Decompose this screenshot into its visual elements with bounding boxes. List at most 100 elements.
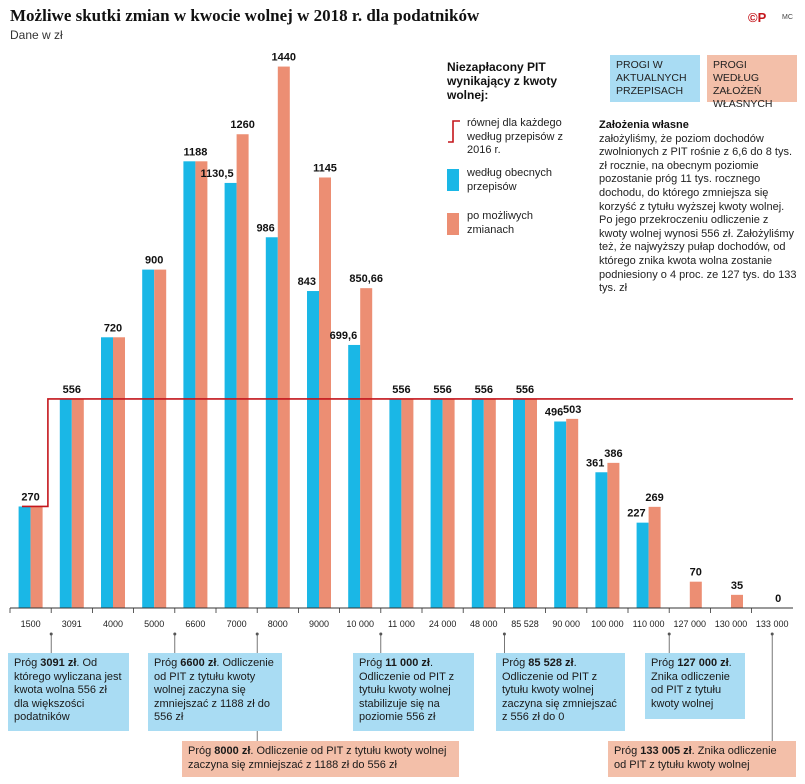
note-133005: Próg 133 005 zł. Znika odliczenie od PIT… xyxy=(608,741,796,777)
bar-blue-4 xyxy=(183,161,196,608)
data-label-salmon-17: 35 xyxy=(731,580,743,592)
note-pointer-dot-4 xyxy=(502,632,506,636)
bar-blue-6 xyxy=(265,237,278,608)
data-label-blue-15: 227 xyxy=(627,508,645,520)
note-11000: Próg 11 000 zł. Odliczenie od PIT z tytu… xyxy=(353,653,474,731)
data-label-salmon-7: 1145 xyxy=(313,162,337,174)
legend-salmon-label: po możliwych zmianach xyxy=(467,210,534,236)
data-labels-group: 270 556 720 900 1188 1130,5 1260 986 1440 843 1145… xyxy=(21,52,781,605)
credit-label: MC xyxy=(782,14,793,21)
assumptions-text: założyliśmy, że poziom dochodów zwolnion… xyxy=(599,132,797,295)
x-tick-label-7: 9000 xyxy=(309,619,329,629)
data-label-4: 1188 xyxy=(183,146,207,158)
own-thresholds-box: PROGI WEDŁUG ZAŁOŻEŃ WŁASNYCH xyxy=(707,55,797,110)
bar-blue-9 xyxy=(389,398,402,608)
x-tick-label-12: 85 528 xyxy=(511,619,539,629)
legend-line-swatch xyxy=(448,120,460,143)
bar-salmon-2 xyxy=(113,337,125,608)
data-label-blue-8: 699,6 xyxy=(330,330,358,342)
bar-salmon-12 xyxy=(525,398,537,608)
data-label-0: 270 xyxy=(21,491,39,503)
x-tick-label-5: 7000 xyxy=(227,619,247,629)
x-tick-label-2: 4000 xyxy=(103,619,123,629)
x-tick-label-11: 48 000 xyxy=(470,619,498,629)
x-tick-label-14: 100 000 xyxy=(591,619,624,629)
bar-blue-10 xyxy=(430,398,443,608)
chart-subtitle: Dane w zł xyxy=(10,28,63,42)
x-tick-label-0: 1500 xyxy=(21,619,41,629)
x-tick-label-16: 127 000 xyxy=(674,619,707,629)
bar-salmon-4 xyxy=(195,161,208,608)
reference-step-line xyxy=(22,398,793,508)
data-label-salmon-5: 1260 xyxy=(230,119,254,131)
x-tick-label-17: 130 000 xyxy=(715,619,748,629)
bar-salmon-16 xyxy=(689,581,702,608)
data-label-blue-13: 496 xyxy=(545,407,563,419)
x-tick-label-8: 10 000 xyxy=(346,619,374,629)
bar-salmon-1 xyxy=(71,398,84,608)
bar-blue-2 xyxy=(101,337,113,608)
bar-salmon-5 xyxy=(236,134,249,609)
bar-blue-12 xyxy=(513,398,525,608)
data-label-blue-6: 986 xyxy=(256,222,274,234)
x-tick-label-1: 3091 xyxy=(62,619,82,629)
note-6600: Próg 6600 zł. Odliczenie od PIT z tytułu… xyxy=(148,653,282,731)
bar-blue-8 xyxy=(348,344,361,608)
x-tick-label-13: 90 000 xyxy=(552,619,580,629)
note-pointer-dot-6 xyxy=(770,632,774,636)
x-tick-label-9: 11 000 xyxy=(388,619,415,629)
data-label-salmon-16: 70 xyxy=(690,567,702,579)
bar-blue-3 xyxy=(142,269,155,608)
x-ticks-group: 1500 3091 4000 5000 6600 7000 8000 9000 10 000 11… xyxy=(9,608,789,629)
bar-blue-0 xyxy=(18,506,31,608)
data-label-blue-14: 361 xyxy=(586,457,604,469)
bar-blue-5 xyxy=(224,182,237,608)
assumptions-block: Założenia własne założyliśmy, że poziom … xyxy=(599,119,799,296)
note-pointer-dot-2 xyxy=(255,632,259,636)
bar-blue-7 xyxy=(307,291,319,608)
data-label-salmon-14: 386 xyxy=(604,448,622,460)
bar-salmon-15 xyxy=(648,506,661,608)
data-label-1: 556 xyxy=(63,384,81,396)
data-label-salmon-18: 0 xyxy=(775,593,781,605)
bar-salmon-14 xyxy=(607,462,620,608)
data-label-10: 556 xyxy=(433,384,451,396)
data-label-2: 720 xyxy=(104,322,122,334)
note-pointer-dot-3 xyxy=(379,632,383,636)
legend-blue-label: według obecnych przepisów xyxy=(467,167,553,193)
bar-blue-15 xyxy=(636,522,649,608)
data-label-salmon-13: 503 xyxy=(563,404,581,416)
x-tick-label-18: 133 000 xyxy=(756,619,789,629)
bar-salmon-13 xyxy=(566,418,579,608)
note-8000: Próg 8000 zł. Odliczenie od PIT z tytułu… xyxy=(182,741,459,777)
note-pointer-dot-0 xyxy=(49,632,53,636)
legend-line-label: równej dla każdego według przepisów z 20… xyxy=(467,117,563,156)
bar-salmon-7 xyxy=(319,177,331,609)
note-pointer-dot-5 xyxy=(667,632,671,636)
bar-blue-13 xyxy=(554,421,567,608)
bar-blue-14 xyxy=(595,472,608,608)
bar-salmon-6 xyxy=(277,66,290,608)
bars-group xyxy=(18,66,743,609)
note-pointers-group xyxy=(49,632,774,741)
data-label-9: 556 xyxy=(392,384,410,396)
note-pointer-dot-1 xyxy=(173,632,177,636)
chart-title: Możliwe skutki zmian w kwocie wolnej w 2… xyxy=(10,6,480,25)
legend-blue-swatch xyxy=(447,169,459,191)
data-label-blue-5: 1130,5 xyxy=(201,168,234,180)
legend-title: Niezapłacony PIT wynikający z kwoty woln… xyxy=(447,60,558,102)
publisher-logo: ©P xyxy=(748,10,767,25)
bar-blue-1 xyxy=(59,398,72,608)
bar-blue-11 xyxy=(471,398,484,608)
note-3091: Próg 3091 zł. Od którego wyliczana jest … xyxy=(8,653,129,731)
data-label-11: 556 xyxy=(475,384,493,396)
data-label-3: 900 xyxy=(145,255,163,267)
x-tick-label-6: 8000 xyxy=(268,619,288,629)
x-tick-label-15: 110 000 xyxy=(633,619,665,629)
bar-salmon-9 xyxy=(401,398,414,608)
data-label-salmon-15: 269 xyxy=(645,492,663,504)
data-label-salmon-8: 850,66 xyxy=(349,273,383,285)
data-label-salmon-6: 1440 xyxy=(272,52,296,64)
bar-salmon-0 xyxy=(30,506,43,608)
bar-salmon-8 xyxy=(360,288,373,608)
